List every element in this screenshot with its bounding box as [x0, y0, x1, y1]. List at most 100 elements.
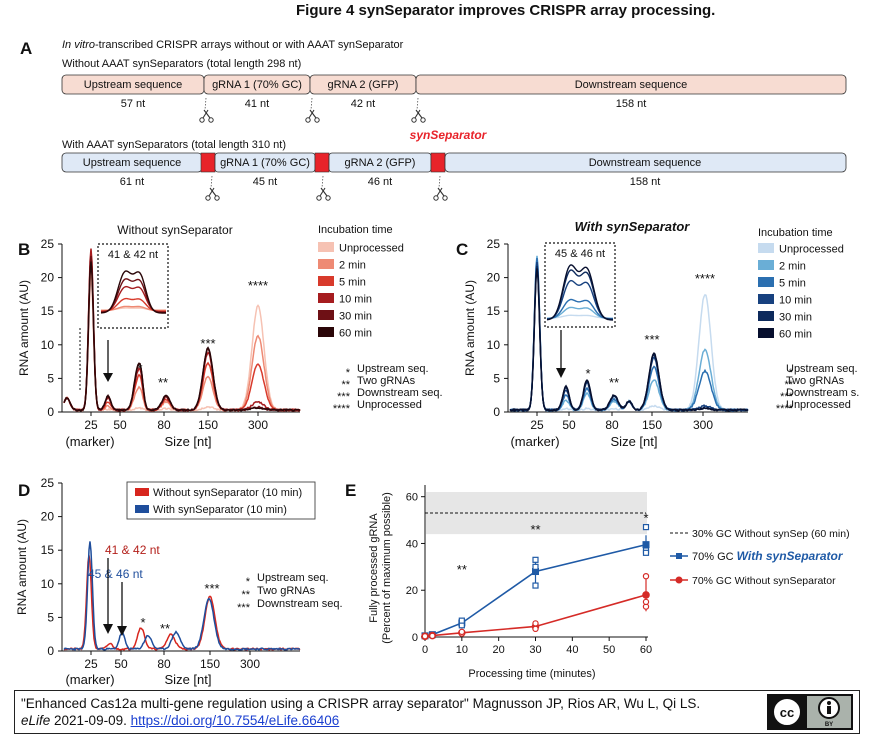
trace-without-synseparator-10-min-: [63, 555, 301, 652]
scissors-handle: [442, 195, 448, 201]
key-label: Downstream seq.: [357, 387, 443, 399]
panel-e-plot: *****: [421, 492, 650, 641]
y-tick-label: 25: [41, 476, 55, 490]
legend-label-blue: 70% GC With synSeparator: [692, 549, 844, 563]
legend-label: 2 min: [779, 261, 806, 273]
panel-c-label: C: [456, 240, 468, 259]
x-tick-label: 150: [198, 418, 218, 432]
panel-c-ylabel: RNA amount (AU): [463, 280, 477, 376]
panel-c-title: With synSeparator: [575, 219, 691, 234]
significance-star: **: [457, 562, 467, 577]
x-tick-label: 25: [84, 657, 98, 671]
scissors-blade: [436, 187, 445, 197]
with-array-label: With AAAT synSeparators (total length 31…: [62, 139, 286, 151]
y-tick-label: 25: [41, 237, 55, 251]
y-tick-label: 20: [406, 585, 418, 597]
legend-label: With synSeparator (10 min): [153, 504, 287, 516]
trace-60-min: [63, 261, 301, 412]
legend-label: 30% GC Without synSep (60 min): [692, 528, 850, 540]
citation-text: "Enhanced Cas12a multi-gene regulation u…: [21, 696, 701, 728]
panel-d-label: D: [18, 481, 30, 500]
scissors-blade: [208, 187, 217, 197]
panel-d-key: * Upstream seq. ** Two gRNAs *** Downstream s…: [237, 572, 342, 614]
scissors-handle: [433, 195, 439, 201]
significance-star: *: [643, 510, 648, 525]
segment-length: 158 nt: [630, 176, 661, 188]
star-annotation: **: [609, 375, 619, 390]
star-annotation: ***: [644, 332, 659, 347]
x-tick-label: 50: [113, 418, 127, 432]
down-arrow-icon: [117, 626, 127, 636]
cut-line: [310, 97, 313, 111]
x-tick-label: 80: [605, 418, 619, 432]
cut-line: [204, 97, 207, 111]
panel-e-label: E: [345, 481, 356, 500]
panel-b-title: Without synSeparator: [117, 223, 232, 237]
replicate-point: [642, 549, 650, 556]
segment-length: 46 nt: [368, 176, 392, 188]
legend-swatch: [758, 328, 774, 338]
replicate-point: [458, 617, 465, 624]
key-label: Upstream seq.: [357, 363, 429, 375]
segment-length: 42 nt: [351, 98, 375, 110]
y-tick-label: 20: [41, 271, 55, 285]
cut-line: [321, 175, 324, 189]
x-tick-label: 25: [84, 418, 98, 432]
trace-with-synseparator-10-min-: [63, 541, 301, 651]
key-star: ***: [780, 391, 794, 403]
y-tick-label: 5: [47, 610, 54, 624]
doi-link[interactable]: https://doi.org/10.7554/eLife.66406: [130, 713, 340, 728]
y-tick-label: 15: [41, 304, 55, 318]
cc-by-icon: cc BY: [767, 694, 853, 730]
x-tick-label: 150: [642, 418, 662, 432]
cut-line: [416, 97, 419, 111]
scissors-handle: [325, 195, 331, 201]
panel-c-axes: 0 5 10 15 20 25 25 50 80 150 300: [487, 237, 748, 432]
scissors-icon: [316, 175, 331, 201]
legend-marker-square: [676, 553, 682, 559]
legend-marker-circle: [675, 576, 683, 584]
y-tick-label: 15: [487, 304, 501, 318]
panel-b-xlabel: Size [nt]: [165, 434, 212, 449]
replicate-point: [458, 628, 466, 636]
x-tick-label: 50: [603, 644, 615, 656]
key-label: Downstream seq.: [257, 598, 343, 610]
legend-swatch: [758, 260, 774, 270]
arrow-label-without: 41 & 42 nt: [105, 543, 160, 557]
star-annotation: **: [160, 621, 170, 636]
legend-swatch: [135, 505, 149, 513]
panel-c-marker-label: (marker): [510, 434, 559, 449]
figure-canvas: Figure 4 synSeparator improves CRISPR ar…: [15, 2, 859, 687]
scissors-icon: [205, 175, 220, 201]
x-tick-label: 60: [640, 644, 652, 656]
star-annotation: *: [137, 361, 142, 376]
panel-d-xlabel: Size [nt]: [165, 672, 212, 687]
arrow-label-with: 45 & 46 nt: [88, 567, 143, 581]
scissors-handle: [199, 117, 205, 123]
down-arrow-icon: [103, 373, 113, 382]
legend-label: Unprocessed: [779, 244, 844, 256]
x-tick-label: 150: [200, 657, 220, 671]
scissors-handle: [205, 195, 211, 201]
synseparator-block: [314, 152, 330, 173]
legend-label: 2 min: [339, 260, 366, 272]
legend-title: Incubation time: [318, 224, 393, 236]
segment-downstream: [415, 74, 847, 95]
x-tick-label: 20: [493, 644, 505, 656]
x-tick-label: 80: [157, 418, 171, 432]
key-label: Two gRNAs: [786, 375, 845, 387]
key-label: Unprocessed: [786, 399, 851, 411]
y-tick-label: 0: [493, 405, 500, 419]
cc-by-license-badge[interactable]: cc BY: [767, 694, 853, 730]
svg-text:cc: cc: [780, 705, 794, 720]
key-label: Two gRNAs: [357, 375, 416, 387]
segment-downstream: [444, 152, 847, 173]
panel-d-legend-box: [126, 481, 316, 520]
panel-b-ylabel: RNA amount (AU): [17, 280, 31, 376]
x-tick-label: 25: [530, 418, 544, 432]
replicate-point: [642, 523, 650, 531]
segment-length: 57 nt: [121, 98, 145, 110]
key-star: **: [784, 379, 793, 391]
star-annotation: ****: [695, 271, 715, 286]
panel-b-inset-traces: [100, 270, 166, 314]
